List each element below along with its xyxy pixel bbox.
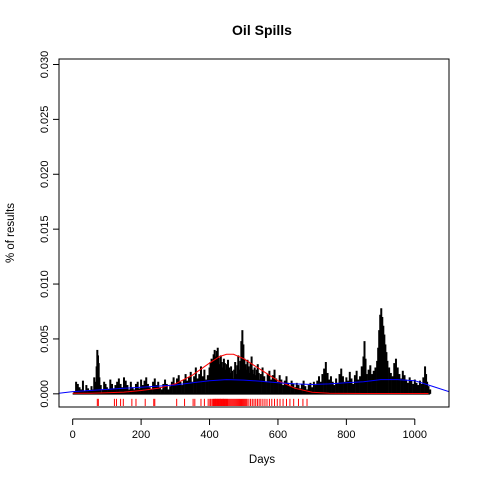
x-tick-label: 400 bbox=[200, 429, 218, 441]
y-tick-label: 0.005 bbox=[39, 325, 51, 353]
y-tick-label: 0.010 bbox=[39, 270, 51, 298]
x-axis: 0 200 400 600 800 1000 bbox=[70, 418, 427, 441]
x-tick-label: 0 bbox=[70, 429, 76, 441]
x-tick-label: 600 bbox=[269, 429, 287, 441]
x-tick-label: 800 bbox=[337, 429, 355, 441]
y-tick-label: 0.025 bbox=[39, 106, 51, 134]
y-axis: 0.000 0.005 0.010 0.015 0.020 0.025 0.030 bbox=[39, 51, 60, 408]
red-density-line bbox=[72, 353, 429, 394]
x-axis-label: Days bbox=[249, 454, 275, 466]
x-tick-label: 1000 bbox=[403, 429, 427, 441]
y-axis-label: % of results bbox=[5, 203, 17, 263]
rug-layer bbox=[96, 398, 308, 406]
blue-density-line bbox=[59, 379, 449, 394]
y-tick-label: 0.000 bbox=[39, 380, 51, 408]
y-tick-label: 0.020 bbox=[39, 161, 51, 189]
plot-frame bbox=[58, 58, 450, 408]
y-tick-label: 0.030 bbox=[39, 51, 51, 79]
density-curve-layer bbox=[59, 353, 449, 394]
chart-title: Oil Spills bbox=[232, 22, 292, 38]
y-tick-label: 0.015 bbox=[39, 215, 51, 243]
x-tick-label: 200 bbox=[132, 429, 150, 441]
